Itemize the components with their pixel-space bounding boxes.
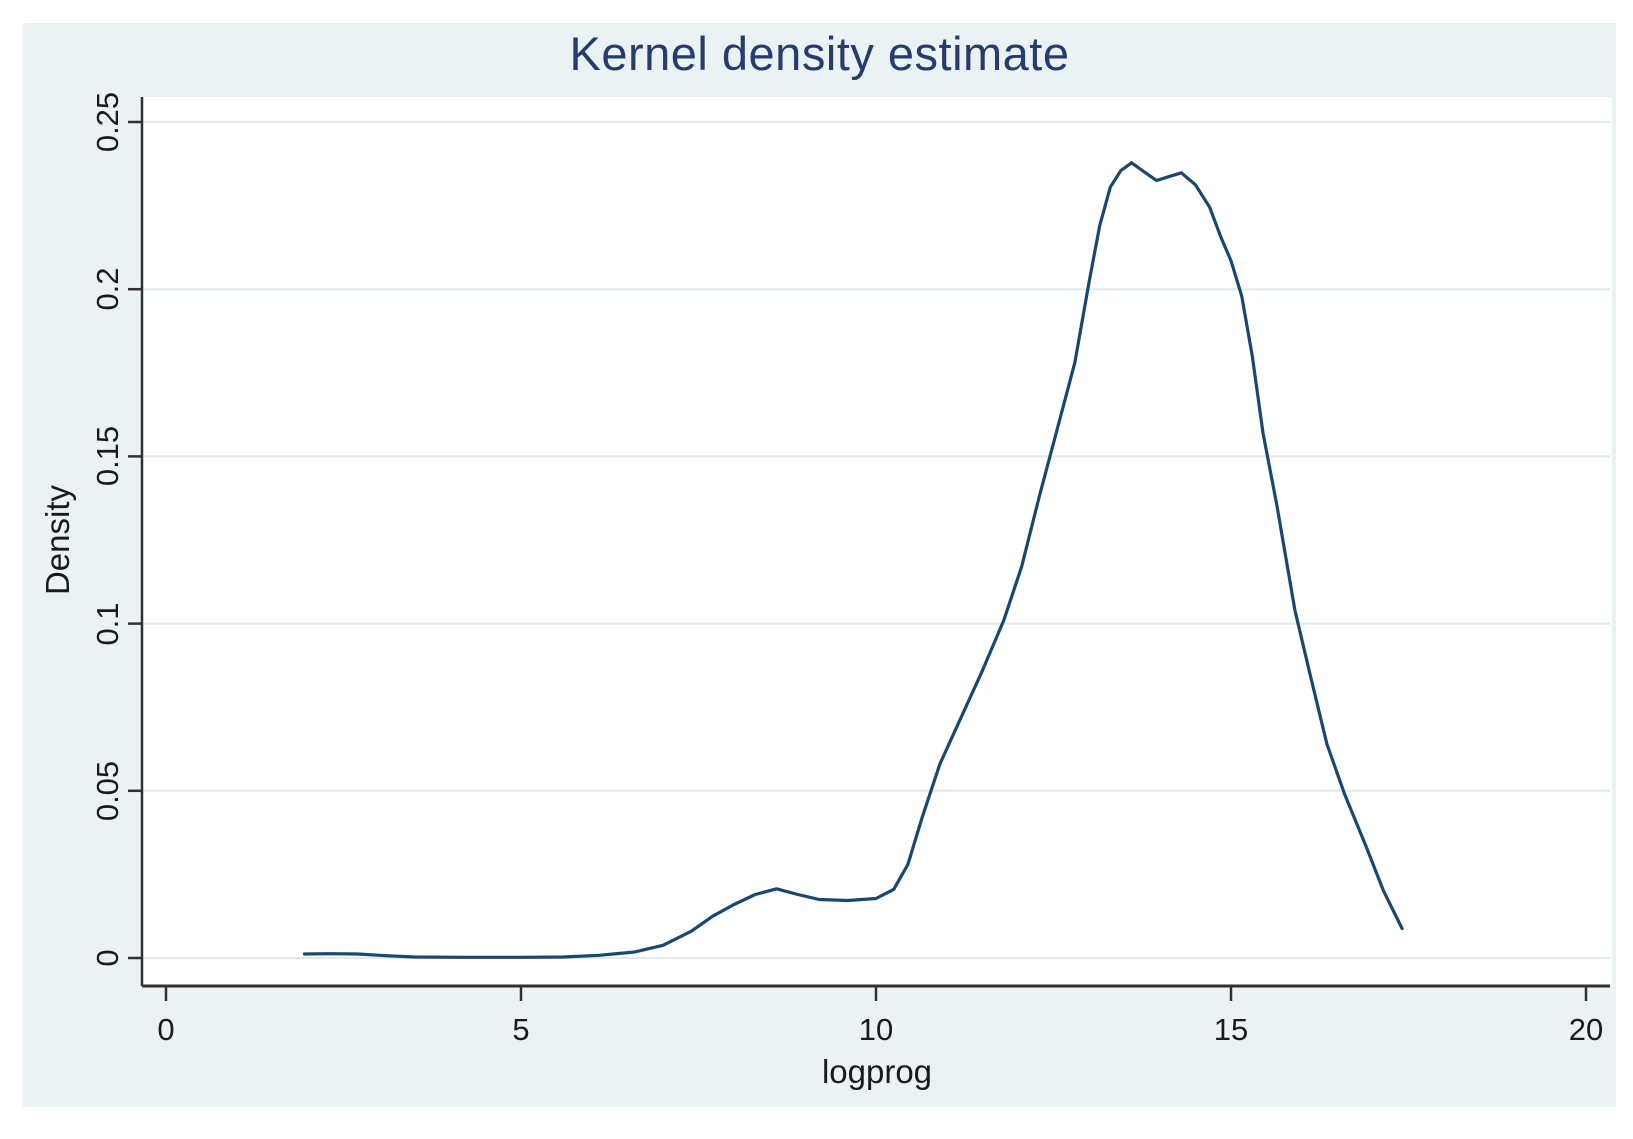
x-tick-label: 20: [1568, 1012, 1604, 1047]
y-tick-label: 0: [90, 949, 125, 967]
x-axis-title: logprog: [821, 1053, 933, 1090]
density-curve: [302, 161, 1404, 959]
y-tick-label: 0.15: [90, 426, 125, 487]
x-tick-label: 10: [858, 1012, 894, 1047]
x-tick-label: 0: [157, 1012, 175, 1047]
plot-area: [142, 97, 1612, 986]
chart-title: Kernel density estimate: [569, 27, 1070, 80]
y-tick-label: 0.2: [90, 267, 125, 311]
y-tick-label: 0.25: [90, 91, 125, 153]
y-axis-title: Density: [39, 484, 76, 595]
y-tick-label: 0.1: [90, 602, 125, 646]
x-tick-label: 5: [512, 1012, 530, 1047]
y-tick-label: 0.05: [90, 760, 125, 821]
x-tick-label: 15: [1213, 1012, 1249, 1047]
